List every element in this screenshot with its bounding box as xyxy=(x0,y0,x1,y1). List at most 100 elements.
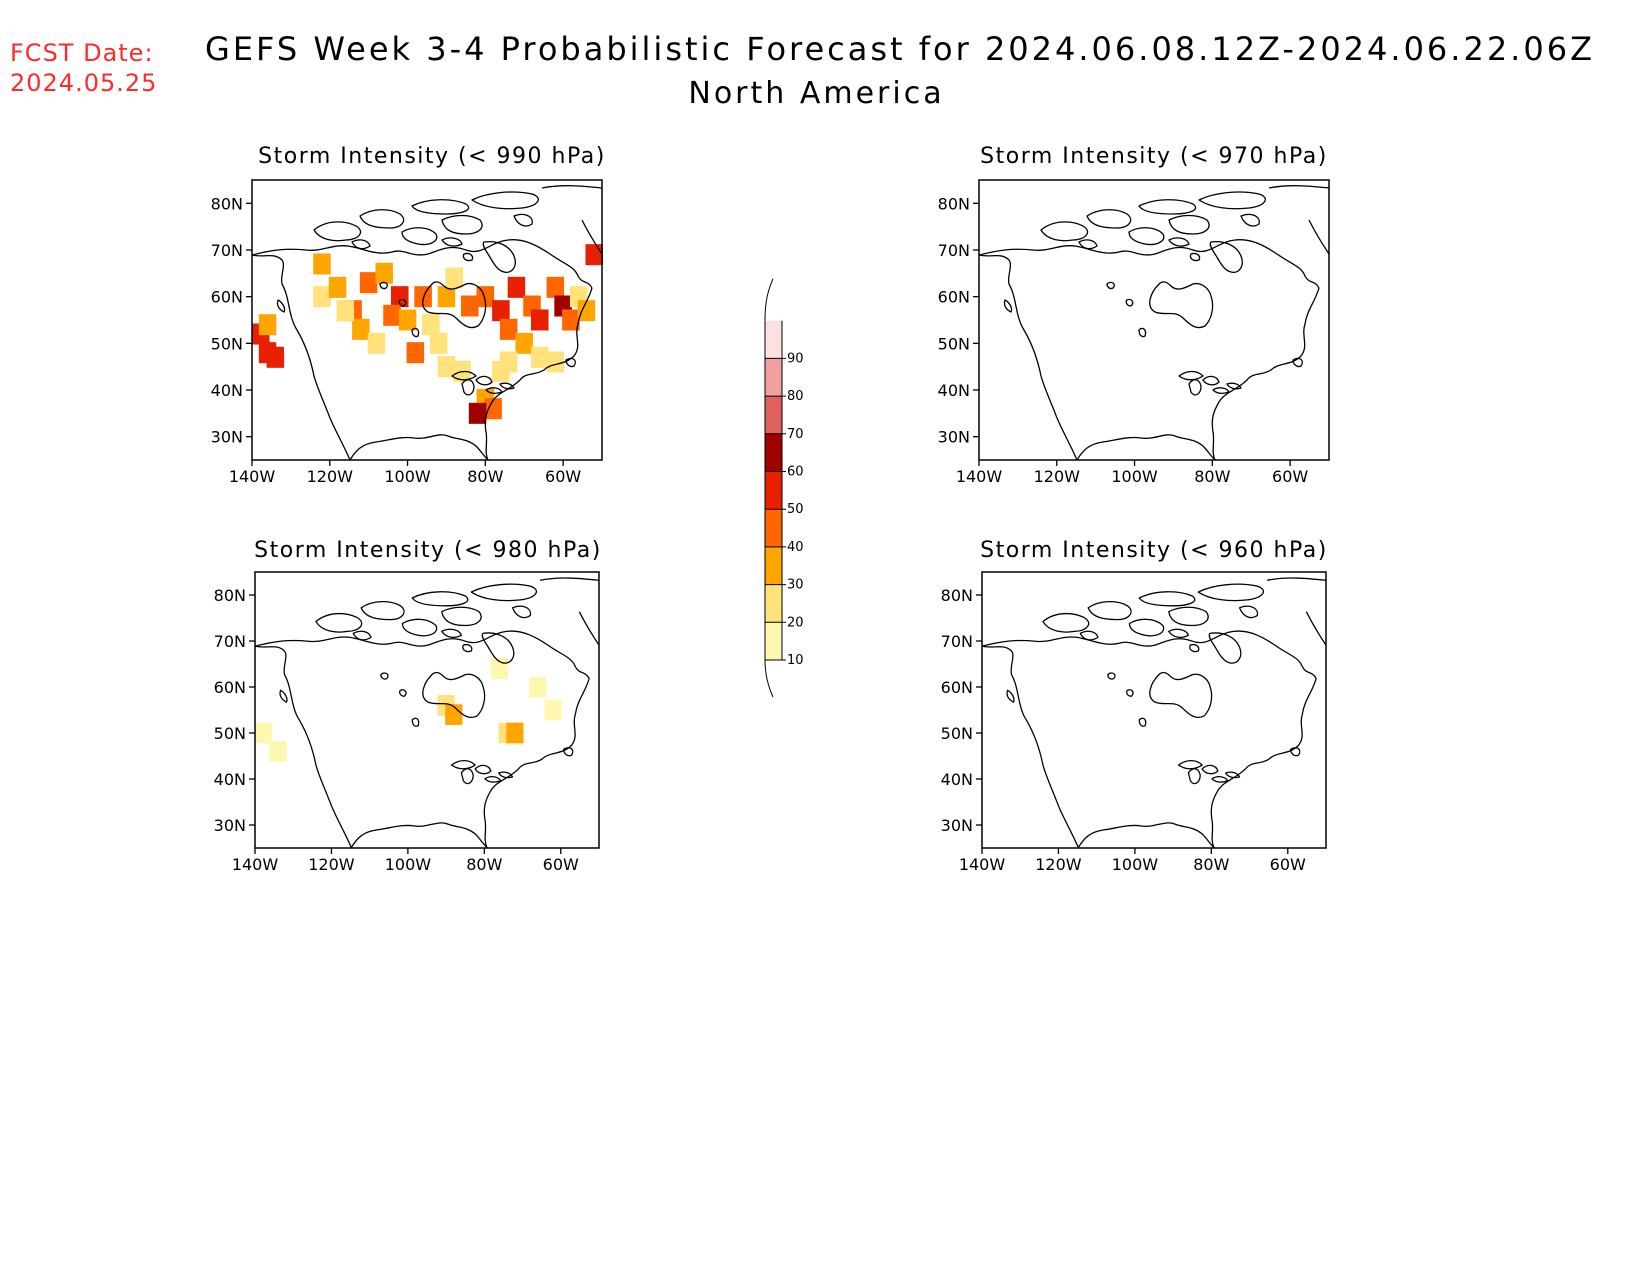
probability-cell xyxy=(422,314,440,336)
colorbar-swatch xyxy=(765,320,782,359)
lat-tick-label: 30N xyxy=(938,428,970,447)
colorbar-end-cap xyxy=(764,659,774,698)
colorbar-label: 50 xyxy=(787,502,804,517)
lon-tick-label: 60W xyxy=(545,467,581,486)
lon-tick-label: 60W xyxy=(1270,855,1306,874)
probability-cell xyxy=(367,332,386,354)
panel-title: Storm Intensity (< 980 hPa) xyxy=(254,538,602,563)
lat-tick-label: 80N xyxy=(941,586,973,605)
colorbar-swatch xyxy=(765,584,782,623)
panel-970: Storm Intensity (< 970 hPa) 80N 70N 60N 50N… xyxy=(938,144,1330,486)
panel-title: Storm Intensity (< 960 hPa) xyxy=(980,538,1328,563)
probability-cell xyxy=(429,332,448,354)
probability-cell xyxy=(507,276,526,298)
forecast-date-label: FCST Date: xyxy=(10,39,154,67)
page-subtitle: North America xyxy=(688,76,945,111)
map-axes: 80N 70N 60N 50N 40N 30N 140W 120W 100W 80W 60W xyxy=(941,586,1306,874)
lat-tick-label: 40N xyxy=(214,770,246,789)
probability-cell xyxy=(414,286,432,308)
map-axes: 80N 70N 60N 50N 40N 30N 140W 120W 100W 80W 60W xyxy=(211,194,582,486)
probability-cell xyxy=(255,722,273,744)
probability-cell xyxy=(499,318,518,340)
panel-960: Storm Intensity (< 960 hPa) 80N 70N 60N 50N… xyxy=(941,538,1328,874)
lat-tick-label: 40N xyxy=(938,381,970,400)
probability-cell xyxy=(546,351,565,373)
probability-field xyxy=(255,658,562,762)
lon-tick-label: 140W xyxy=(232,855,279,874)
lat-tick-label: 30N xyxy=(211,428,243,447)
probability-cell xyxy=(406,342,425,364)
probability-cell xyxy=(258,314,277,336)
lon-tick-label: 100W xyxy=(1112,855,1159,874)
probability-cell xyxy=(313,286,331,308)
forecast-date: FCST Date: 2024.05.25 xyxy=(10,38,157,98)
probability-cell xyxy=(391,286,409,308)
colorbar-label: 70 xyxy=(787,427,804,442)
lat-tick-label: 60N xyxy=(214,678,246,697)
probability-cell xyxy=(492,360,510,382)
probability-cell xyxy=(577,300,596,322)
probability-cell xyxy=(506,722,524,744)
lat-tick-label: 40N xyxy=(211,381,243,400)
colorbar-label: 20 xyxy=(787,615,804,630)
colorbar-swatch xyxy=(765,471,782,510)
lon-tick-label: 140W xyxy=(956,467,1003,486)
lon-tick-label: 100W xyxy=(384,467,431,486)
colorbar-swatch xyxy=(765,546,782,585)
probability-cell xyxy=(484,398,502,420)
panel-980: Storm Intensity (< 980 hPa) 80N 70N 60N 50N… xyxy=(214,538,602,874)
probability-cell xyxy=(562,309,580,331)
probability-cell xyxy=(544,699,562,721)
probability-cell xyxy=(336,300,355,322)
probability-cell xyxy=(445,267,463,289)
lon-tick-label: 60W xyxy=(543,855,579,874)
lon-tick-label: 100W xyxy=(385,855,432,874)
lat-tick-label: 50N xyxy=(938,334,970,353)
coastline xyxy=(982,577,1326,848)
lat-tick-label: 80N xyxy=(938,194,970,213)
probability-cell xyxy=(352,318,370,340)
lon-tick-label: 140W xyxy=(229,467,276,486)
probability-cell xyxy=(437,286,456,308)
lat-tick-label: 70N xyxy=(941,632,973,651)
coastline xyxy=(979,185,1329,460)
map-axes: 80N 70N 60N 50N 40N 30N 140W 120W 100W 80W 60W xyxy=(938,194,1309,486)
colorbar-label: 40 xyxy=(787,540,804,555)
probability-cell xyxy=(476,286,495,308)
probability-cell xyxy=(313,253,331,275)
probability-cell xyxy=(359,272,378,294)
probability-cell xyxy=(546,276,565,298)
lon-tick-label: 120W xyxy=(1035,855,1082,874)
lat-tick-label: 50N xyxy=(211,334,243,353)
colorbar: 10 20 30 40 50 60 70 80 90 xyxy=(764,278,804,698)
colorbar-label: 10 xyxy=(787,653,804,668)
probability-cell xyxy=(461,295,479,317)
colorbar-end-cap xyxy=(764,278,774,321)
page-title: GEFS Week 3-4 Probabilistic Forecast for… xyxy=(205,30,1595,68)
lon-tick-label: 140W xyxy=(959,855,1006,874)
colorbar-swatch xyxy=(765,433,782,472)
colorbar-swatch xyxy=(765,358,782,397)
lat-tick-label: 70N xyxy=(211,241,243,260)
map-frame xyxy=(981,571,1327,849)
panel-title: Storm Intensity (< 970 hPa) xyxy=(980,144,1328,169)
probability-cell xyxy=(266,346,285,368)
probability-cell xyxy=(269,741,287,762)
probability-cell xyxy=(529,676,547,698)
colorbar-label: 90 xyxy=(787,351,804,366)
probability-cell xyxy=(492,300,510,322)
lon-tick-label: 60W xyxy=(1272,467,1308,486)
lat-tick-label: 60N xyxy=(941,678,973,697)
lat-tick-label: 50N xyxy=(941,724,973,743)
probability-cell xyxy=(468,402,487,424)
lat-tick-label: 80N xyxy=(214,586,246,605)
colorbar-label: 80 xyxy=(787,389,804,404)
lon-tick-label: 80W xyxy=(1194,467,1230,486)
colorbar-label: 30 xyxy=(787,578,804,593)
probability-cell xyxy=(531,346,549,368)
forecast-date-value: 2024.05.25 xyxy=(10,69,158,97)
map-frame xyxy=(251,179,603,461)
lon-tick-label: 100W xyxy=(1111,467,1158,486)
map-frame xyxy=(978,179,1330,461)
